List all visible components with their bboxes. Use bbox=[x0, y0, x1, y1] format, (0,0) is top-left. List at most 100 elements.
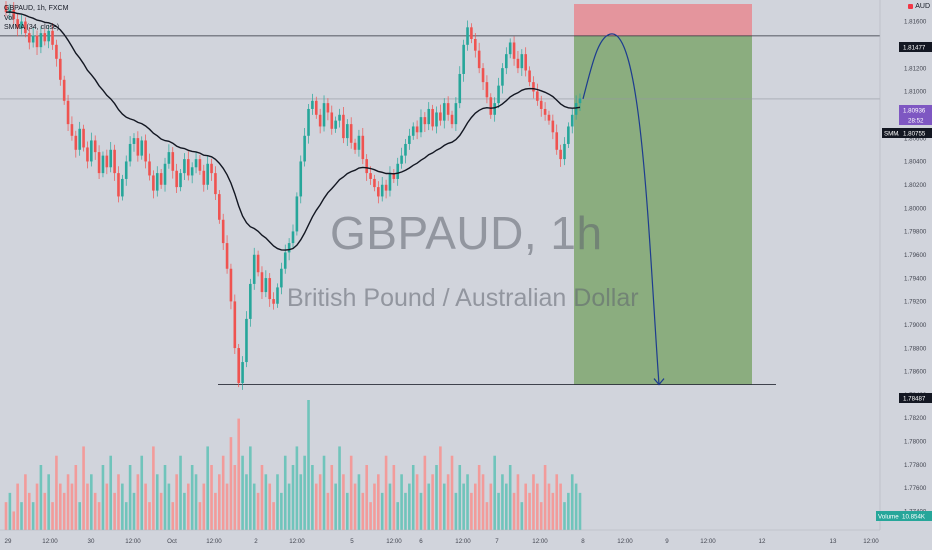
smma-indicator-label[interactable]: SMMA (34, close) bbox=[4, 24, 60, 31]
candle bbox=[16, 14, 19, 37]
stop-loss-zone[interactable] bbox=[574, 4, 752, 36]
volume-bar bbox=[450, 455, 454, 530]
candle bbox=[291, 224, 295, 250]
volume-bar bbox=[132, 492, 136, 530]
candle bbox=[167, 144, 171, 169]
currency-button[interactable]: AUD bbox=[903, 3, 930, 14]
time-tick-label: 6 bbox=[419, 538, 423, 545]
volume-bar bbox=[528, 492, 531, 530]
price-tick-label: 1.79200 bbox=[904, 299, 927, 306]
volume-bar bbox=[377, 474, 380, 530]
candle bbox=[563, 137, 566, 166]
volume-bar bbox=[159, 492, 163, 530]
candle bbox=[419, 109, 423, 138]
candle bbox=[128, 136, 132, 167]
candlesticks bbox=[4, 1, 582, 390]
candle bbox=[353, 138, 357, 154]
volume-bar bbox=[291, 465, 295, 530]
price-tick-label: 1.78600 bbox=[904, 369, 927, 376]
volume-bar bbox=[388, 483, 392, 530]
volume-bars bbox=[4, 400, 582, 530]
volume-bar bbox=[369, 502, 372, 530]
volume-bar bbox=[473, 483, 477, 530]
volume-bar bbox=[256, 492, 260, 530]
volume-bar bbox=[470, 492, 473, 530]
chart-legend: GBPAUD, 1h, FXCM Vol SMMA (34, close) bbox=[4, 4, 68, 33]
volume-bar bbox=[74, 465, 78, 530]
price-tick-label: 1.78800 bbox=[904, 345, 927, 352]
time-tick-label: 30 bbox=[88, 538, 95, 545]
price-axis[interactable]: 1.816001.814001.812001.810001.808001.806… bbox=[879, 0, 932, 530]
candle bbox=[117, 166, 120, 203]
symbol-line[interactable]: GBPAUD, 1h, FXCM bbox=[4, 5, 69, 12]
candle bbox=[51, 23, 54, 50]
candle bbox=[163, 157, 167, 192]
volume-bar bbox=[353, 483, 357, 530]
candle bbox=[442, 98, 446, 129]
candle bbox=[198, 155, 202, 175]
candle bbox=[237, 343, 241, 388]
candle bbox=[377, 181, 380, 204]
time-tick-label: 2 bbox=[254, 538, 258, 545]
candle bbox=[326, 98, 330, 121]
candle bbox=[295, 192, 299, 236]
volume-bar bbox=[249, 446, 252, 530]
candle bbox=[415, 120, 419, 140]
time-tick-label: 12:00 bbox=[125, 538, 141, 545]
volume-bar bbox=[318, 474, 322, 530]
volume-bar bbox=[218, 474, 221, 530]
candle bbox=[349, 117, 353, 149]
volume-bar bbox=[462, 483, 465, 530]
candle bbox=[311, 93, 314, 115]
volume-bar bbox=[303, 455, 306, 530]
candle bbox=[39, 26, 43, 54]
volume-bar bbox=[58, 483, 62, 530]
time-tick-label: 7 bbox=[495, 538, 499, 545]
candle bbox=[260, 266, 264, 299]
smma-value-text: 1.80755 bbox=[903, 131, 926, 138]
candle bbox=[427, 102, 431, 131]
volume-bar bbox=[82, 446, 85, 530]
candle bbox=[43, 29, 47, 46]
time-axis[interactable]: 29 12:00 30 12:00 Oct 12:00 2 12:00 5 12:00 6 12:00… bbox=[0, 529, 880, 550]
candle bbox=[431, 104, 434, 131]
candle bbox=[58, 51, 62, 86]
volume-bar bbox=[62, 492, 66, 530]
volume-bar bbox=[175, 474, 178, 530]
volume-bar bbox=[578, 492, 582, 530]
volume-bar bbox=[373, 483, 376, 530]
candle bbox=[520, 49, 524, 76]
volume-value-text: 10.854K bbox=[902, 514, 926, 521]
candle bbox=[55, 39, 58, 67]
smma-tag-name: SMMA bbox=[884, 131, 903, 138]
time-tick-label: 12:00 bbox=[700, 538, 716, 545]
candle bbox=[396, 157, 400, 186]
candle bbox=[252, 247, 256, 290]
take-profit-zone[interactable] bbox=[574, 35, 752, 385]
volume-bar bbox=[93, 492, 97, 530]
volume-bar bbox=[171, 502, 175, 530]
price-tick-label: 1.80000 bbox=[904, 205, 927, 212]
candle bbox=[70, 116, 74, 141]
volume-bar bbox=[245, 474, 248, 530]
vol-indicator-label[interactable]: Vol bbox=[4, 14, 14, 22]
volume-bar bbox=[163, 465, 167, 530]
candle bbox=[318, 108, 322, 134]
candle bbox=[345, 119, 349, 146]
candle bbox=[497, 77, 500, 109]
candle bbox=[539, 95, 543, 117]
candle bbox=[446, 96, 450, 121]
volume-bar bbox=[415, 474, 419, 530]
candle bbox=[221, 213, 225, 250]
candle bbox=[183, 153, 186, 180]
volume-bar bbox=[334, 483, 337, 530]
price-tick-label: 1.78000 bbox=[904, 439, 927, 446]
volume-bar bbox=[194, 474, 198, 530]
candle bbox=[524, 47, 528, 77]
price-tick-label: 1.81200 bbox=[904, 65, 927, 72]
projection-arrow[interactable] bbox=[582, 33, 665, 386]
candle bbox=[47, 24, 50, 49]
candle bbox=[400, 147, 403, 169]
